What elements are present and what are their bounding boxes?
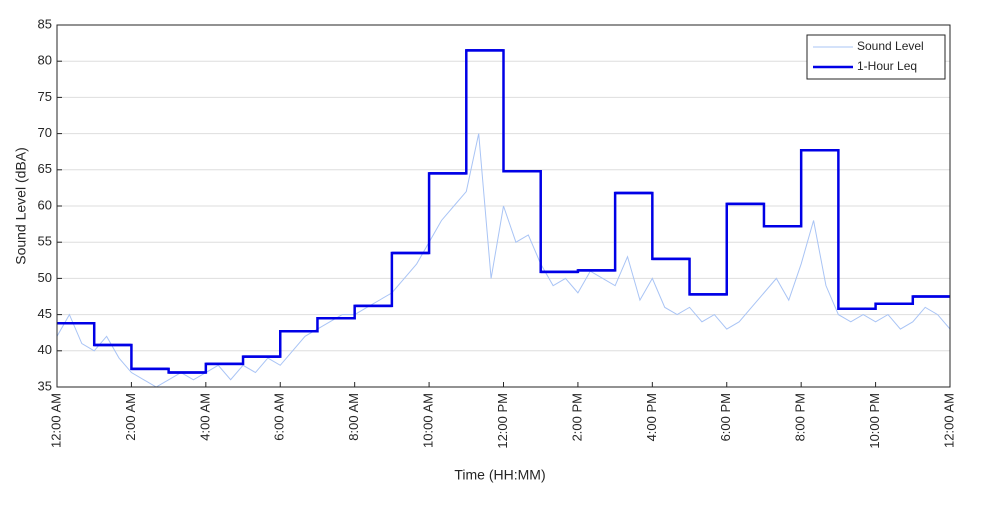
y-tick-label: 40 — [38, 342, 52, 357]
x-tick-label: 2:00 PM — [569, 393, 584, 441]
plot-frame — [56, 24, 951, 388]
x-tick-label: 4:00 AM — [197, 393, 212, 441]
x-tick-label: 12:00 PM — [495, 393, 510, 449]
x-tick-label: 8:00 PM — [793, 393, 808, 441]
legend-box — [806, 34, 946, 80]
y-tick-label: 75 — [38, 89, 52, 104]
y-tick-label: 80 — [38, 53, 52, 68]
y-tick-label: 35 — [38, 378, 52, 393]
y-tick-label: 55 — [38, 234, 52, 249]
y-tick-label: 70 — [38, 125, 52, 140]
x-tick-label: 4:00 PM — [644, 393, 659, 441]
y-tick-label: 85 — [38, 16, 52, 31]
y-tick-label: 60 — [38, 197, 52, 212]
y-tick-label: 45 — [38, 306, 52, 321]
x-tick-label: 2:00 AM — [123, 393, 138, 441]
y-tick-label: 65 — [38, 161, 52, 176]
y-tick-label: 50 — [38, 270, 52, 285]
x-tick-label: 10:00 AM — [421, 393, 436, 448]
legend-label: Sound Level — [857, 39, 924, 53]
legend-label: 1-Hour Leq — [857, 59, 917, 73]
x-tick-label: 8:00 AM — [346, 393, 361, 441]
y-axis-label: Sound Level (dBA) — [13, 147, 29, 265]
x-axis-label: Time (HH:MM) — [454, 467, 545, 483]
x-tick-label: 6:00 AM — [272, 393, 287, 441]
x-tick-label: 6:00 PM — [718, 393, 733, 441]
step-connector — [57, 49, 950, 374]
x-tick-label: 12:00 AM — [941, 393, 956, 448]
x-tick-label: 12:00 AM — [48, 393, 63, 448]
x-tick-label: 10:00 PM — [867, 393, 882, 449]
